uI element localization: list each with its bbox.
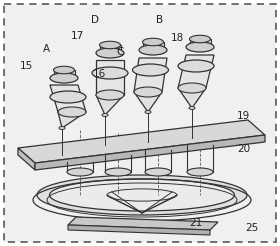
Polygon shape <box>134 58 167 92</box>
Text: 15: 15 <box>20 62 33 71</box>
Text: 17: 17 <box>70 31 84 41</box>
Ellipse shape <box>50 91 86 103</box>
Ellipse shape <box>189 107 195 109</box>
Ellipse shape <box>50 73 78 83</box>
Polygon shape <box>18 148 35 170</box>
Ellipse shape <box>134 87 162 97</box>
Polygon shape <box>58 112 86 128</box>
Text: 25: 25 <box>245 223 259 232</box>
Polygon shape <box>35 135 265 170</box>
Ellipse shape <box>145 110 151 113</box>
Ellipse shape <box>187 168 213 176</box>
FancyBboxPatch shape <box>4 4 276 242</box>
Ellipse shape <box>99 41 120 49</box>
Text: 20: 20 <box>237 144 250 154</box>
Polygon shape <box>68 225 210 235</box>
Polygon shape <box>96 60 124 95</box>
Polygon shape <box>178 55 214 88</box>
Text: D: D <box>91 15 99 25</box>
Text: 21: 21 <box>189 218 203 228</box>
Ellipse shape <box>67 168 93 176</box>
Polygon shape <box>143 42 164 50</box>
Ellipse shape <box>37 175 247 215</box>
Ellipse shape <box>92 67 128 79</box>
Ellipse shape <box>178 83 206 93</box>
Ellipse shape <box>145 168 171 176</box>
Polygon shape <box>18 120 265 163</box>
Ellipse shape <box>132 64 169 76</box>
Polygon shape <box>53 70 74 78</box>
Ellipse shape <box>96 90 124 100</box>
Ellipse shape <box>186 42 214 52</box>
Ellipse shape <box>50 179 235 211</box>
Ellipse shape <box>105 168 131 176</box>
Text: 19: 19 <box>237 111 250 121</box>
Polygon shape <box>68 217 218 230</box>
Text: B: B <box>156 15 163 25</box>
Polygon shape <box>50 85 86 112</box>
Polygon shape <box>190 39 211 47</box>
Ellipse shape <box>96 48 124 58</box>
Text: 18: 18 <box>171 33 185 43</box>
Polygon shape <box>134 92 162 112</box>
Text: 16: 16 <box>93 69 106 79</box>
Ellipse shape <box>53 66 74 74</box>
Text: C: C <box>117 47 124 57</box>
Ellipse shape <box>58 107 86 117</box>
Ellipse shape <box>59 126 65 129</box>
Polygon shape <box>99 45 120 53</box>
Ellipse shape <box>190 35 211 43</box>
Text: A: A <box>43 44 50 54</box>
Ellipse shape <box>102 113 108 117</box>
Ellipse shape <box>143 38 164 46</box>
Ellipse shape <box>178 60 214 72</box>
Polygon shape <box>178 88 206 108</box>
Polygon shape <box>96 95 124 115</box>
Ellipse shape <box>139 45 167 55</box>
